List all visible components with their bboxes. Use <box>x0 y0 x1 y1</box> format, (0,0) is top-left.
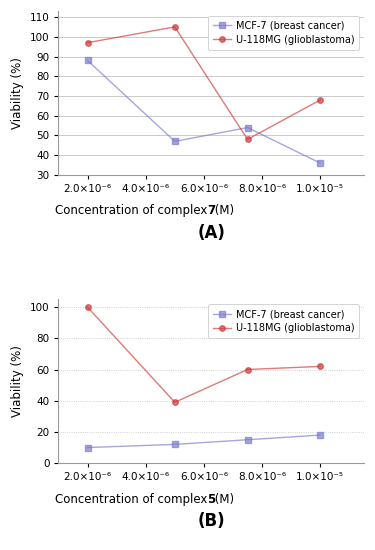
U-118MG (glioblastoma) <box>172 24 177 30</box>
U-118MG (glioblastoma) <box>318 97 322 103</box>
MCF-7 (breast cancer) <box>172 441 177 448</box>
MCF-7 (breast cancer) <box>172 138 177 145</box>
MCF-7 (breast cancer) <box>318 160 322 167</box>
Text: Concentration of complex: Concentration of complex <box>55 205 211 217</box>
MCF-7 (breast cancer) <box>245 437 250 443</box>
Legend: MCF-7 (breast cancer), U-118MG (glioblastoma): MCF-7 (breast cancer), U-118MG (glioblas… <box>209 16 359 50</box>
Line: MCF-7 (breast cancer): MCF-7 (breast cancer) <box>85 58 323 166</box>
Line: MCF-7 (breast cancer): MCF-7 (breast cancer) <box>85 432 323 450</box>
Y-axis label: Viability (%): Viability (%) <box>11 345 24 417</box>
MCF-7 (breast cancer) <box>245 124 250 131</box>
Y-axis label: Viability (%): Viability (%) <box>11 57 24 129</box>
Line: U-118MG (glioblastoma): U-118MG (glioblastoma) <box>85 304 323 405</box>
Text: 5: 5 <box>207 493 215 505</box>
U-118MG (glioblastoma) <box>245 366 250 373</box>
Text: (B): (B) <box>197 512 225 530</box>
Text: (A): (A) <box>197 224 225 242</box>
U-118MG (glioblastoma) <box>85 304 90 310</box>
Line: U-118MG (glioblastoma): U-118MG (glioblastoma) <box>85 24 323 142</box>
MCF-7 (breast cancer) <box>85 57 90 64</box>
Text: (M): (M) <box>211 493 234 505</box>
Legend: MCF-7 (breast cancer), U-118MG (glioblastoma): MCF-7 (breast cancer), U-118MG (glioblas… <box>209 304 359 338</box>
MCF-7 (breast cancer) <box>318 432 322 438</box>
U-118MG (glioblastoma) <box>85 40 90 46</box>
MCF-7 (breast cancer) <box>85 444 90 451</box>
U-118MG (glioblastoma) <box>245 136 250 142</box>
Text: Concentration of complex: Concentration of complex <box>55 493 211 505</box>
Text: 7: 7 <box>207 205 215 217</box>
U-118MG (glioblastoma) <box>318 363 322 370</box>
Text: (M): (M) <box>211 205 234 217</box>
U-118MG (glioblastoma) <box>172 399 177 405</box>
